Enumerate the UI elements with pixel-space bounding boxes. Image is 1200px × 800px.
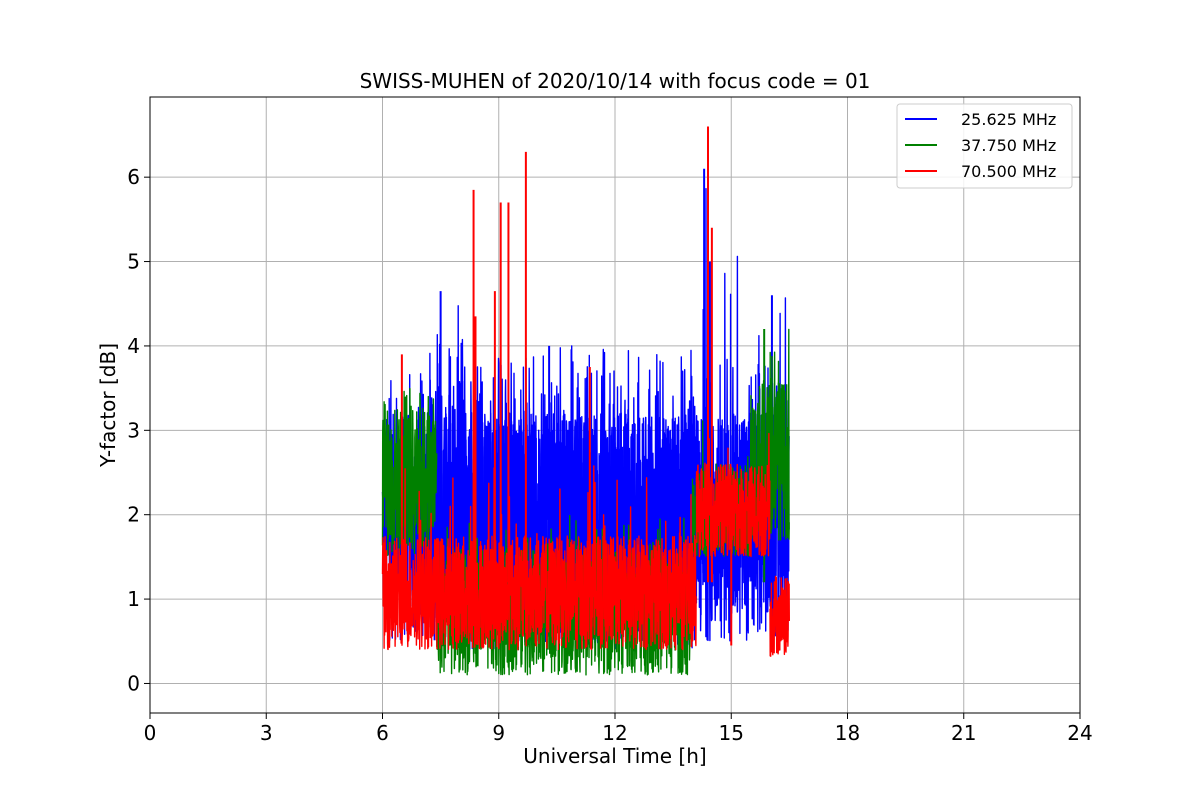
x-tick-label: 24	[1067, 721, 1092, 745]
x-tick-label: 21	[951, 721, 976, 745]
legend-label: 37.750 MHz	[961, 136, 1056, 155]
legend-label: 25.625 MHz	[961, 110, 1056, 129]
x-tick-label: 12	[602, 721, 627, 745]
x-tick-label: 9	[492, 721, 505, 745]
legend-label: 70.500 MHz	[961, 162, 1056, 181]
series-trace	[769, 575, 790, 657]
series-trace	[381, 465, 697, 651]
series-trace	[381, 387, 438, 557]
x-axis-label: Universal Time [h]	[523, 744, 706, 768]
y-tick-label: 6	[127, 165, 140, 189]
legend: 25.625 MHz 37.750 MHz 70.500 MHz	[896, 103, 1073, 189]
x-tick-label: 18	[835, 721, 860, 745]
x-tick-label: 3	[260, 721, 273, 745]
y-tick-label: 1	[127, 587, 140, 611]
legend-box	[896, 103, 1073, 189]
y-tick-label: 4	[127, 334, 140, 358]
x-tick-label: 0	[144, 721, 157, 745]
series-70-500-mhz	[381, 126, 790, 657]
y-axis-label: Y-factor [dB]	[96, 343, 120, 468]
y-tick-label: 2	[127, 503, 140, 527]
y-tick-label: 5	[127, 250, 140, 274]
x-tick-label: 15	[719, 721, 744, 745]
series-layer	[381, 126, 790, 676]
y-tick-label: 0	[127, 671, 140, 695]
y-tick-label: 3	[127, 418, 140, 442]
chart-title: SWISS-MUHEN of 2020/10/14 with focus cod…	[360, 69, 871, 93]
x-tick-label: 6	[376, 721, 389, 745]
